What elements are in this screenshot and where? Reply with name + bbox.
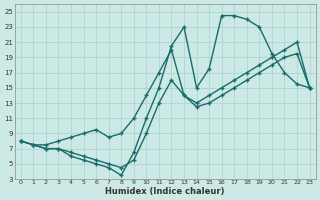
X-axis label: Humidex (Indice chaleur): Humidex (Indice chaleur) [106, 187, 225, 196]
